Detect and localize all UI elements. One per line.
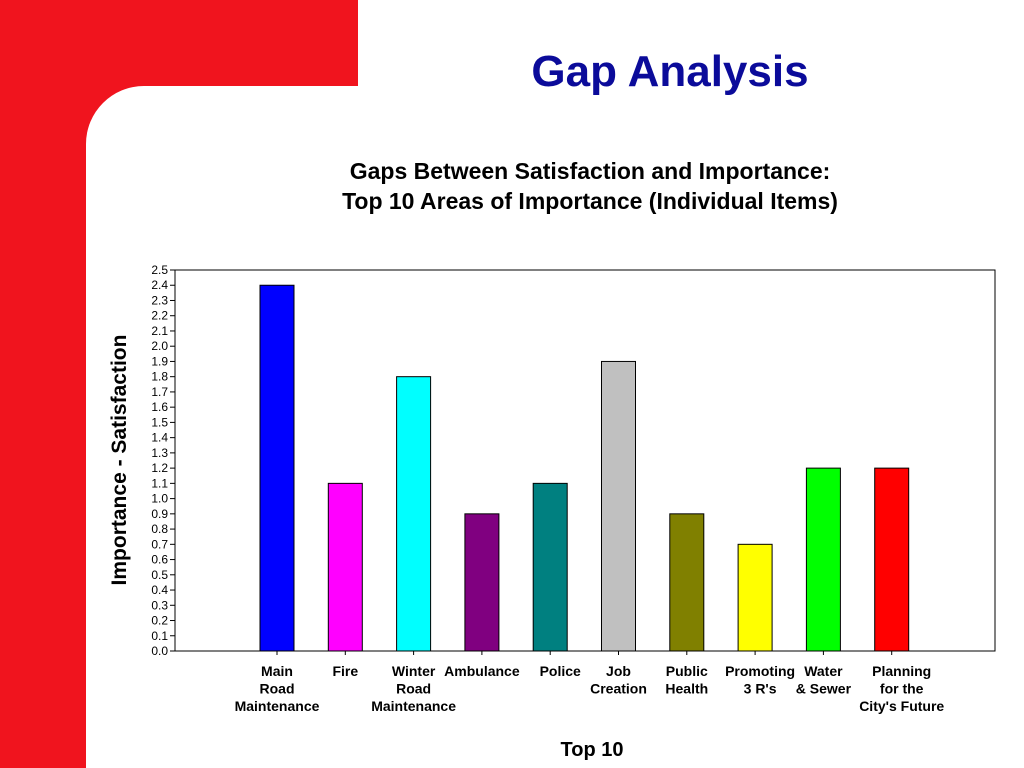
- y-tick-label: 1.4: [151, 431, 168, 445]
- chart-title-line-1: Gaps Between Satisfaction and Importance…: [349, 158, 831, 184]
- x-axis-label: Top 10: [560, 739, 624, 761]
- x-category-label: Water: [804, 663, 843, 679]
- chart-title-line-2: Top 10 Areas of Importance (Individual I…: [342, 188, 838, 214]
- y-tick-label: 0.7: [151, 537, 168, 551]
- bar: [874, 467, 910, 652]
- y-tick-label: 1.2: [151, 461, 168, 475]
- bar: [669, 513, 705, 652]
- y-tick-label: 0.6: [151, 553, 168, 567]
- x-category-label: Public: [666, 663, 708, 679]
- y-tick-label: 0.2: [151, 614, 168, 628]
- x-category-label: City's Future: [859, 698, 944, 714]
- y-tick-label: 0.4: [151, 583, 168, 597]
- x-category-label: Police: [540, 663, 581, 679]
- y-tick-label: 2.3: [151, 293, 168, 307]
- y-tick-label: 2.4: [151, 278, 168, 292]
- bar: [396, 376, 432, 652]
- bar: [601, 360, 636, 652]
- x-category-label: Planning: [872, 663, 931, 679]
- y-tick-label: 1.1: [151, 476, 168, 490]
- y-tick-label: 1.9: [151, 354, 168, 368]
- x-category-label: Creation: [590, 681, 647, 697]
- bar: [805, 467, 841, 652]
- x-category-label: Job: [606, 663, 631, 679]
- x-category-label: Road: [260, 681, 295, 697]
- x-category-label: & Sewer: [796, 681, 852, 697]
- y-tick-label: 1.5: [151, 415, 168, 429]
- bar: [737, 543, 773, 652]
- slide-top-background: [358, 0, 1024, 90]
- y-tick-label: 0.8: [151, 522, 168, 536]
- bar: [464, 513, 500, 652]
- x-category-label: Health: [665, 681, 708, 697]
- y-tick-label: 1.6: [151, 400, 168, 414]
- x-category-label: Promoting: [725, 663, 795, 679]
- bar: [532, 482, 568, 652]
- x-category-label: Main: [261, 663, 293, 679]
- chart-title: Gaps Between Satisfaction and Importance…: [230, 156, 950, 216]
- x-category-label: Maintenance: [235, 698, 320, 714]
- x-category-label: Winter: [392, 663, 436, 679]
- y-axis-label: Importance - Satisfaction: [108, 334, 131, 586]
- y-tick-label: 2.2: [151, 309, 168, 323]
- x-category-label: Ambulance: [444, 663, 520, 679]
- y-tick-label: 1.3: [151, 446, 168, 460]
- bar: [327, 482, 363, 652]
- y-tick-label: 0.0: [151, 644, 168, 658]
- bar: [259, 284, 295, 652]
- y-tick-label: 2.0: [151, 339, 168, 353]
- slide-title: Gap Analysis: [531, 47, 809, 96]
- y-tick-label: 0.1: [151, 629, 168, 643]
- plot-area: [174, 269, 996, 652]
- y-tick-label: 0.5: [151, 568, 168, 582]
- y-tick-label: 1.8: [151, 370, 168, 384]
- x-category-label: Road: [396, 681, 431, 697]
- y-tick-label: 1.7: [151, 385, 168, 399]
- x-category-label: Fire: [332, 663, 358, 679]
- y-tick-label: 2.1: [151, 324, 168, 338]
- y-tick-label: 2.5: [151, 263, 168, 277]
- x-category-label: Maintenance: [371, 698, 456, 714]
- x-category-label: for the: [880, 681, 924, 697]
- y-tick-label: 0.9: [151, 507, 168, 521]
- x-category-label: 3 R's: [744, 681, 777, 697]
- y-tick-label: 1.0: [151, 492, 168, 506]
- y-tick-label: 0.3: [151, 598, 168, 612]
